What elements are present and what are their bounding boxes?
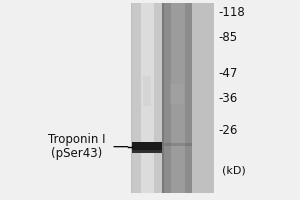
Bar (171, 3, 185, 193)
Text: Troponin I: Troponin I (48, 133, 106, 146)
Text: -47: -47 (219, 67, 238, 80)
Text: -26: -26 (219, 124, 238, 137)
Text: (kD): (kD) (222, 166, 245, 176)
Bar (170, 84, 184, 104)
Bar (164, 3, 192, 193)
Bar (141, 3, 154, 193)
Text: -36: -36 (219, 92, 238, 105)
Text: -118: -118 (219, 6, 245, 19)
Bar (132, 3, 162, 193)
Bar (164, 143, 192, 146)
Bar (132, 150, 162, 153)
Bar (142, 76, 152, 106)
Bar (162, 3, 164, 193)
Bar (130, 3, 214, 193)
Text: -85: -85 (219, 31, 238, 44)
Bar (132, 142, 162, 153)
Text: (pSer43): (pSer43) (51, 147, 103, 160)
